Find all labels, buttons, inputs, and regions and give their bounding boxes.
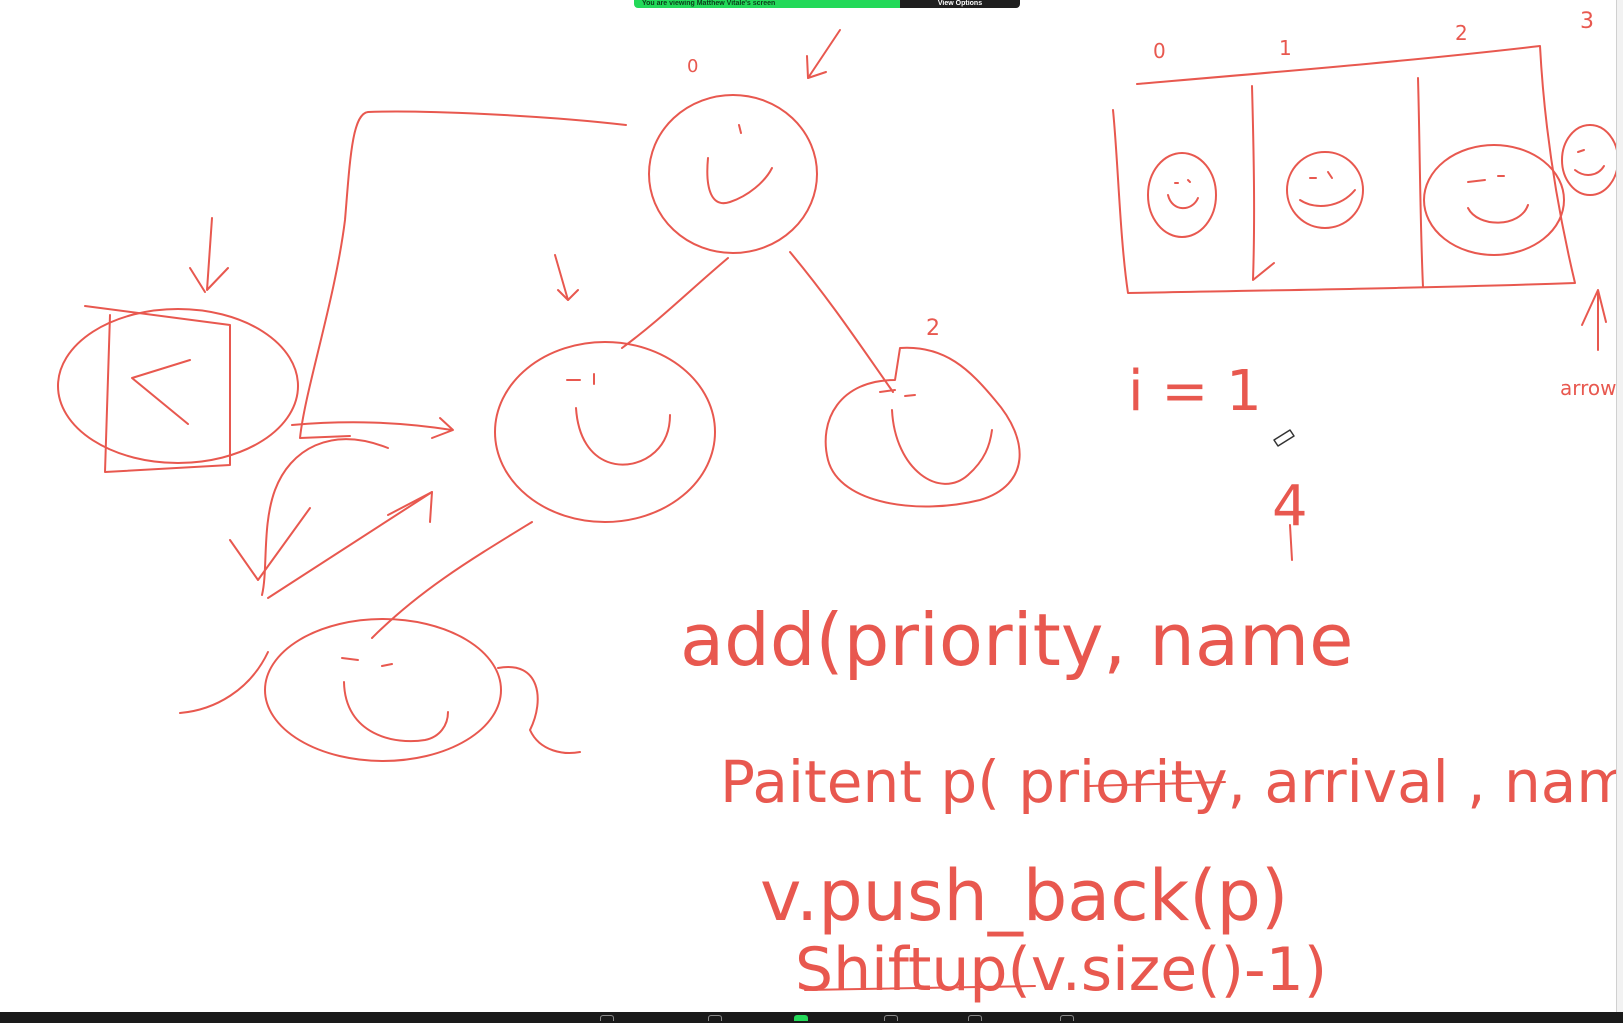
code-line-push-back: v.push_back(p) bbox=[760, 855, 1288, 937]
screen-share-banner: You are viewing Matthew Vitale's screen … bbox=[634, 0, 1020, 8]
swap-arrow-diagonal bbox=[267, 491, 433, 599]
edge-left-bottom bbox=[371, 521, 533, 639]
array-index-1: 1 bbox=[1279, 36, 1292, 60]
edge-root-right bbox=[789, 251, 894, 393]
array-cell-1-node bbox=[1286, 151, 1364, 229]
tree-right-child-node bbox=[824, 346, 1021, 508]
code-line-patient: Paitent p( priority, arrival , name) bbox=[720, 748, 1616, 816]
array-index-0: 0 bbox=[1153, 39, 1166, 63]
array-overflow-node bbox=[1561, 124, 1616, 196]
share-screen-icon[interactable] bbox=[794, 1015, 808, 1021]
array-index-3: 3 bbox=[1580, 9, 1594, 34]
tree-left-child-node bbox=[494, 341, 716, 523]
root-pointer-arrow bbox=[807, 29, 841, 79]
left-child-pointer-arrow bbox=[554, 254, 579, 301]
array-end-arrow bbox=[1581, 289, 1607, 351]
removed-node-box bbox=[57, 305, 299, 473]
view-options-button[interactable]: View Options bbox=[900, 0, 1020, 8]
array-cell-0-node bbox=[1147, 152, 1217, 238]
loop-value-tail bbox=[1289, 524, 1293, 561]
loop-variable: i = 1 bbox=[1128, 359, 1262, 424]
code-line-add: add(priority, name bbox=[680, 598, 1353, 682]
share-status-text: You are viewing Matthew Vitale's screen bbox=[634, 0, 900, 8]
root-to-removed-connector bbox=[299, 110, 627, 439]
code-line-shiftup: Shiftup(v.size()-1) bbox=[795, 935, 1327, 1005]
mic-icon[interactable] bbox=[600, 1015, 614, 1021]
edge-root-left bbox=[621, 257, 729, 349]
array-index-2: 2 bbox=[1455, 21, 1468, 45]
swap-arrow-up-path bbox=[261, 438, 389, 596]
arrow-note-label: arrow bbox=[1560, 376, 1616, 400]
tree-new-node bbox=[179, 618, 581, 762]
tree-root-node bbox=[648, 94, 818, 254]
pen-cursor-icon bbox=[1273, 429, 1295, 447]
priority-underline bbox=[1089, 781, 1226, 787]
right-child-index-label: 2 bbox=[926, 316, 940, 341]
reactions-icon[interactable] bbox=[1060, 1015, 1074, 1021]
chat-icon[interactable] bbox=[884, 1015, 898, 1021]
array-cell-2-node bbox=[1423, 144, 1565, 256]
root-index-label: 0 bbox=[687, 56, 698, 77]
array-box bbox=[1112, 45, 1576, 294]
record-icon[interactable] bbox=[968, 1015, 982, 1021]
meeting-toolbar bbox=[0, 1012, 1623, 1023]
removed-node-pointer-arrow bbox=[206, 217, 229, 291]
swap-arrow-top bbox=[291, 421, 453, 431]
shiftup-underline bbox=[804, 985, 1036, 991]
swap-arrow-down bbox=[229, 507, 311, 581]
window-right-edge bbox=[1616, 0, 1623, 1012]
video-icon[interactable] bbox=[708, 1015, 722, 1021]
